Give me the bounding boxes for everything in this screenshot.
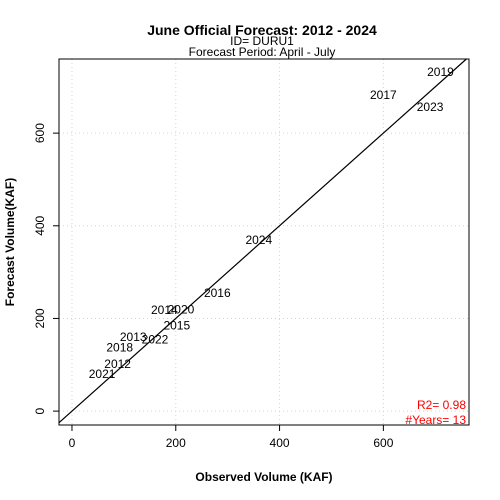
x-tick-label: 200 <box>166 436 186 450</box>
x-axis: 0 200 400 600 <box>69 425 394 450</box>
point-label: 2013 <box>120 330 147 344</box>
x-tick-label: 600 <box>373 436 393 450</box>
point-label: 2017 <box>370 88 397 102</box>
point-label: 2018 <box>106 341 133 355</box>
years-stat: #Years= 13 <box>405 413 466 427</box>
reference-line-group <box>58 58 467 424</box>
point-label: 2012 <box>104 357 131 371</box>
chart-subtitle-id: ID= DURU1 <box>230 34 294 48</box>
y-axis: 0 200 400 600 <box>33 123 59 414</box>
point-label: 2022 <box>142 332 169 346</box>
one-to-one-line <box>58 58 467 424</box>
grid <box>59 59 469 425</box>
chart-subtitle-period: Forecast Period: April - July <box>189 45 336 59</box>
point-label: 2019 <box>427 65 454 79</box>
y-tick-label: 200 <box>33 308 47 328</box>
point-label: 2015 <box>163 318 190 332</box>
y-tick-label: 0 <box>33 407 47 414</box>
plot-area <box>58 58 470 426</box>
r2-stat: R2= 0.98 <box>417 398 466 412</box>
point-label: 2016 <box>204 286 231 300</box>
point-label: 2024 <box>245 233 272 247</box>
point-label: 2020 <box>168 302 195 316</box>
point-label: 2014 <box>151 303 178 317</box>
x-tick-label: 0 <box>69 436 76 450</box>
y-tick-label: 400 <box>33 215 47 235</box>
x-tick-label: 400 <box>270 436 290 450</box>
x-axis-label: Observed Volume (KAF) <box>195 470 332 484</box>
point-label: 2021 <box>89 367 116 381</box>
point-label: 2023 <box>417 100 444 114</box>
y-tick-label: 600 <box>33 123 47 143</box>
chart-title: June Official Forecast: 2012 - 2024 <box>147 22 377 38</box>
y-axis-label: Forecast Volume(KAF) <box>3 178 17 306</box>
